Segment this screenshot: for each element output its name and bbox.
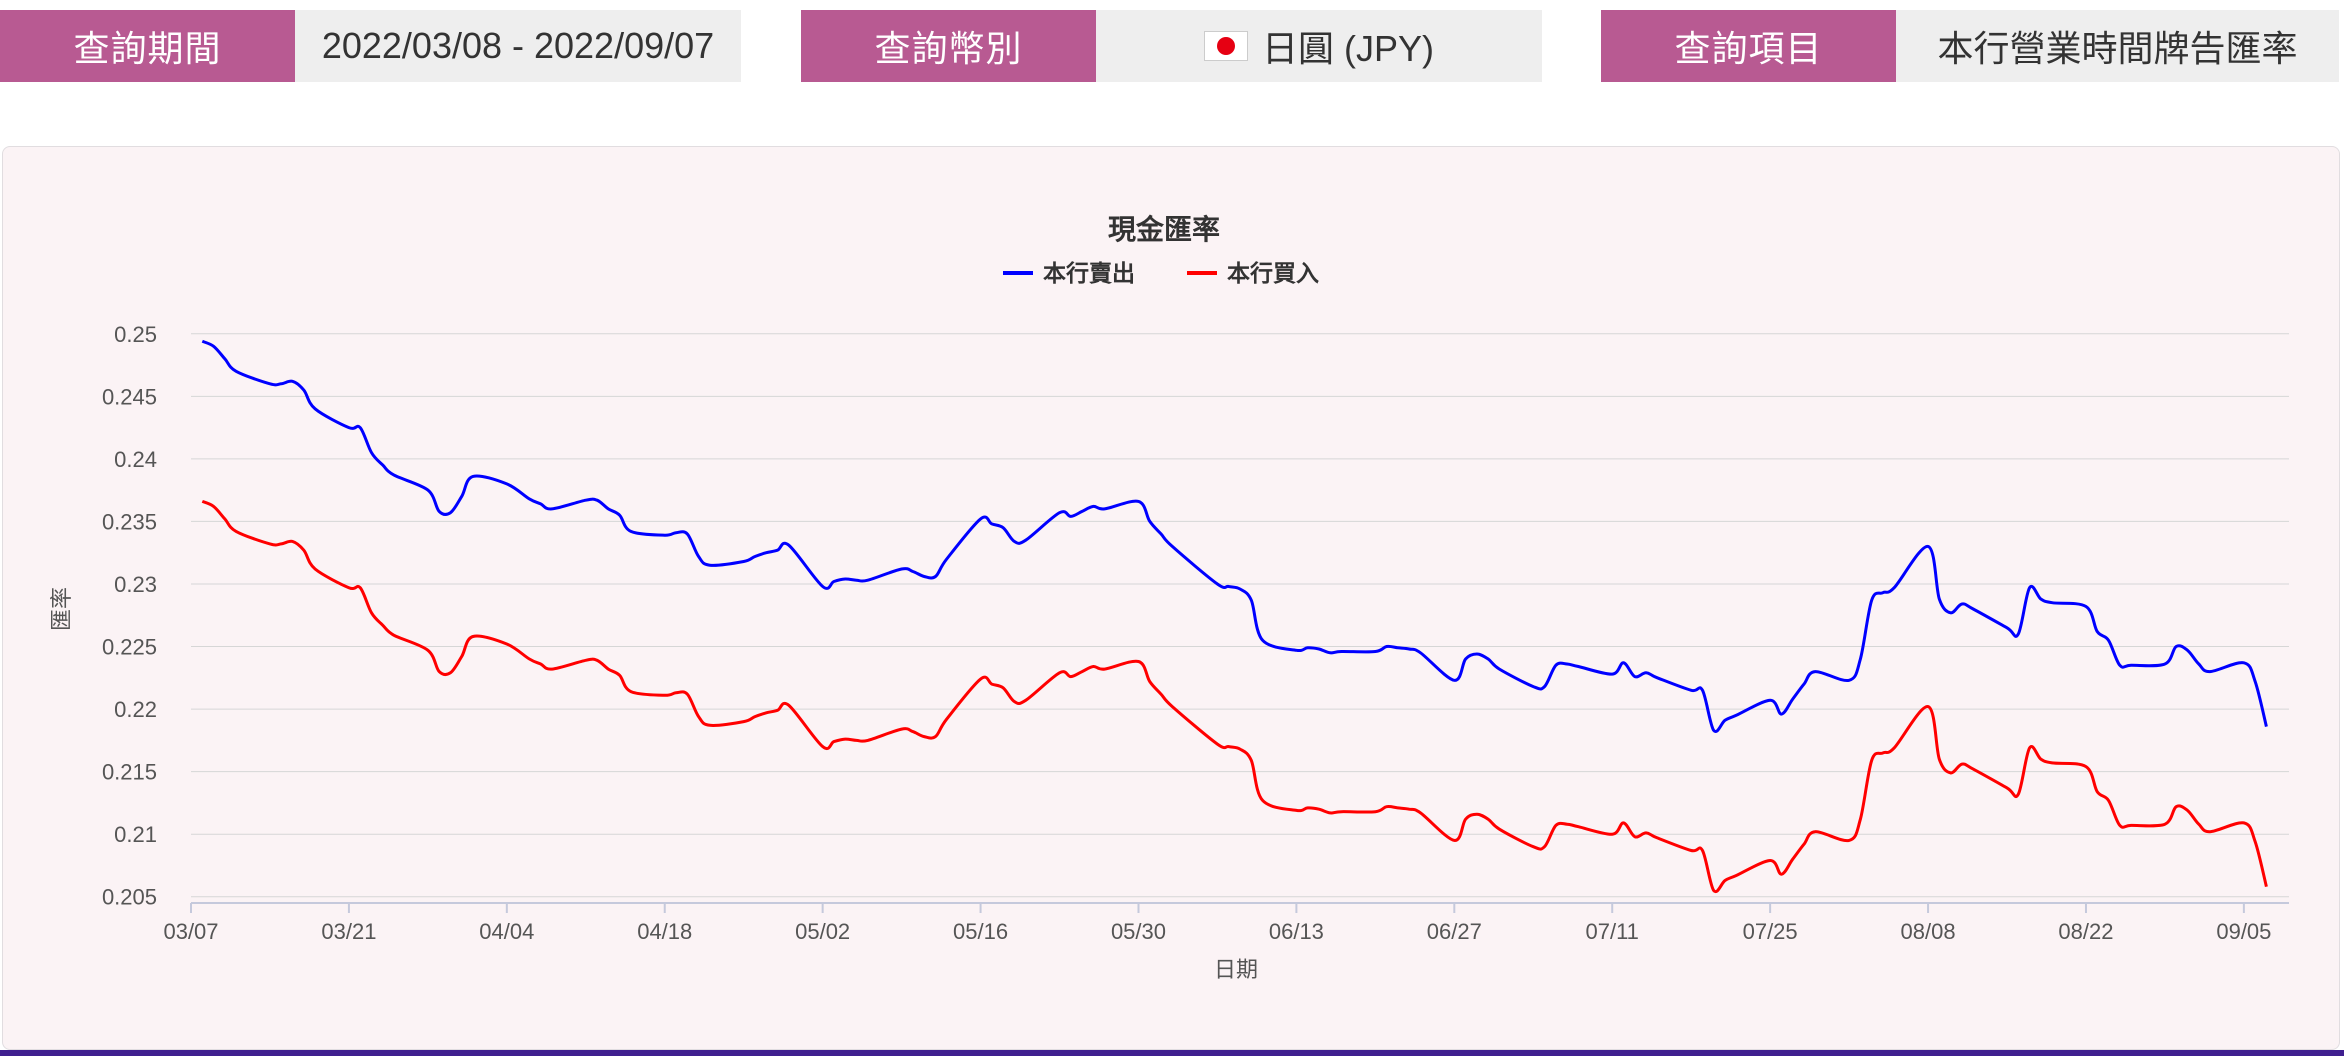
y-tick-label: 0.23	[114, 572, 157, 597]
currency-label: 查詢幣別	[801, 10, 1096, 82]
x-axis-title: 日期	[1214, 957, 1258, 982]
x-tick-label: 09/05	[2216, 919, 2271, 944]
x-tick-label: 03/07	[163, 919, 218, 944]
currency-filter[interactable]: 查詢幣別 日圓 (JPY)	[801, 10, 1542, 82]
y-tick-label: 0.25	[114, 322, 157, 347]
item-filter[interactable]: 查詢項目 本行營業時間牌告匯率	[1601, 10, 2339, 82]
x-tick-label: 07/25	[1743, 919, 1798, 944]
buy-rate-line	[201, 499, 2268, 894]
chart-panel: 現金匯率 本行賣出 本行買入 0.205 0.21 0.215 0.22 0.225 0.2…	[2, 146, 2340, 1050]
legend-label[interactable]: 本行買入	[1227, 260, 1319, 286]
x-tick-label: 06/13	[1269, 919, 1324, 944]
chart-title: 現金匯率	[1108, 213, 1220, 245]
x-tick-label: 03/21	[321, 919, 376, 944]
item-label: 查詢項目	[1601, 10, 1896, 82]
bottom-bar	[0, 1050, 2344, 1056]
x-tick-label: 08/22	[2058, 919, 2113, 944]
currency-value: 日圓 (JPY)	[1261, 28, 1434, 69]
y-tick-label: 0.225	[102, 635, 157, 660]
exchange-rate-chart: 現金匯率 本行賣出 本行買入 0.2050.210.2150.220.2250.2…	[49, 213, 2289, 982]
period-filter[interactable]: 查詢期間 2022/03/08 - 2022/09/07	[0, 10, 741, 82]
y-tick-label: 0.245	[102, 384, 157, 409]
x-tick-label: 05/30	[1111, 919, 1166, 944]
y-tick-label: 0.21	[114, 822, 157, 847]
x-tick-label: 08/08	[1901, 919, 1956, 944]
x-tick-label: 07/11	[1586, 919, 1639, 944]
japan-flag-icon	[1203, 31, 1248, 61]
x-tick-label: 04/18	[637, 919, 692, 944]
x-tick-label: 05/02	[795, 919, 850, 944]
y-tick-label: 0.215	[102, 760, 157, 785]
y-tick-label: 0.205	[102, 885, 157, 910]
sell-rate-line	[201, 339, 2268, 734]
x-tick-label: 05/16	[953, 919, 1008, 944]
item-value[interactable]: 本行營業時間牌告匯率	[1896, 10, 2339, 82]
period-label: 查詢期間	[0, 10, 295, 82]
x-tick-label: 04/04	[479, 919, 534, 944]
period-value[interactable]: 2022/03/08 - 2022/09/07	[295, 10, 741, 82]
chart-grid	[191, 333, 2289, 898]
chart-series	[201, 339, 2268, 894]
y-tick-label: 0.235	[102, 509, 157, 534]
y-tick-label: 0.22	[114, 697, 157, 722]
chart-legend[interactable]: 本行賣出 本行買入	[1003, 260, 1319, 286]
y-axis-title: 匯率	[49, 587, 74, 631]
currency-value-box[interactable]: 日圓 (JPY)	[1096, 10, 1542, 82]
x-tick-label: 06/27	[1427, 919, 1482, 944]
x-axis: 03/07 03/21 04/04 04/18 05/02 05/16 05/30 06/13…	[163, 902, 2289, 944]
y-tick-label: 0.24	[114, 447, 157, 472]
y-axis: 0.205 0.21 0.215 0.22 0.225 0.23 0.235 0.24 0.24…	[102, 322, 157, 910]
legend-label[interactable]: 本行賣出	[1043, 260, 1135, 286]
